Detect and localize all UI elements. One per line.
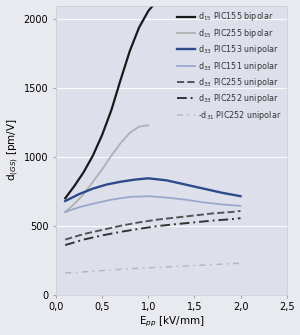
d$_{33}$ PIC252 unipolar xyxy=(193,220,196,224)
d$_{33}$ PIC252 unipolar xyxy=(156,224,159,228)
d$_{33}$ PIC255 unipolar xyxy=(230,210,233,214)
d$_{33}$ PIC153 unipolar xyxy=(183,183,187,187)
d$_{33}$ PIC255 unipolar xyxy=(82,232,85,236)
d$_{33}$ PIC153 unipolar xyxy=(146,176,150,180)
d$_{33}$ PIC252 unipolar xyxy=(82,238,85,242)
Line: -d$_{31}$ PIC252 unipolar: -d$_{31}$ PIC252 unipolar xyxy=(65,263,241,273)
Line: d$_{33}$ PIC151 unipolar: d$_{33}$ PIC151 unipolar xyxy=(65,196,241,212)
Legend: d$_{15}$ PIC155 bipolar, d$_{15}$ PIC255 bipolar, d$_{33}$ PIC153 unipolar, d$_{: d$_{15}$ PIC155 bipolar, d$_{15}$ PIC255… xyxy=(175,8,284,124)
Y-axis label: d$_{(GS)}$ [pm/V]: d$_{(GS)}$ [pm/V] xyxy=(6,119,21,182)
d$_{33}$ PIC252 unipolar xyxy=(119,230,122,234)
-d$_{31}$ PIC252 unipolar xyxy=(100,269,104,273)
d$_{33}$ PIC151 unipolar xyxy=(183,198,187,202)
-d$_{31}$ PIC252 unipolar xyxy=(183,264,187,268)
d$_{33}$ PIC255 unipolar xyxy=(239,209,242,213)
d$_{33}$ PIC255 unipolar xyxy=(100,228,104,232)
d$_{33}$ PIC151 unipolar xyxy=(91,202,95,206)
Line: d$_{15}$ PIC255 bipolar: d$_{15}$ PIC255 bipolar xyxy=(65,125,148,212)
d$_{33}$ PIC153 unipolar xyxy=(105,183,109,187)
d$_{33}$ PIC252 unipolar xyxy=(174,222,178,226)
-d$_{31}$ PIC252 unipolar xyxy=(63,271,67,275)
d$_{33}$ PIC255 unipolar xyxy=(174,215,178,219)
-d$_{31}$ PIC252 unipolar xyxy=(211,263,214,267)
d$_{15}$ PIC155 bipolar xyxy=(146,9,150,13)
d$_{15}$ PIC255 bipolar xyxy=(73,202,76,206)
-d$_{31}$ PIC252 unipolar xyxy=(128,267,132,271)
d$_{15}$ PIC155 bipolar xyxy=(119,78,122,82)
d$_{15}$ PIC155 bipolar xyxy=(82,170,85,174)
d$_{33}$ PIC153 unipolar xyxy=(220,191,224,195)
d$_{15}$ PIC255 bipolar xyxy=(110,153,113,157)
d$_{15}$ PIC255 bipolar xyxy=(137,125,141,129)
-d$_{31}$ PIC252 unipolar xyxy=(156,265,159,269)
-d$_{31}$ PIC252 unipolar xyxy=(239,261,242,265)
d$_{15}$ PIC155 bipolar xyxy=(91,153,95,157)
d$_{33}$ PIC252 unipolar xyxy=(239,216,242,220)
-d$_{31}$ PIC252 unipolar xyxy=(82,270,85,274)
d$_{15}$ PIC155 bipolar xyxy=(128,49,132,53)
d$_{33}$ PIC153 unipolar xyxy=(133,178,136,182)
d$_{33}$ PIC151 unipolar xyxy=(63,210,67,214)
d$_{33}$ PIC255 unipolar xyxy=(63,238,67,242)
d$_{33}$ PIC153 unipolar xyxy=(202,187,206,191)
d$_{33}$ PIC255 unipolar xyxy=(193,213,196,217)
d$_{15}$ PIC255 bipolar xyxy=(100,168,104,172)
d$_{15}$ PIC155 bipolar xyxy=(151,4,155,8)
d$_{15}$ PIC155 bipolar xyxy=(63,196,67,200)
d$_{33}$ PIC153 unipolar xyxy=(119,180,122,184)
d$_{33}$ PIC255 unipolar xyxy=(211,211,214,215)
d$_{15}$ PIC255 bipolar xyxy=(82,192,85,196)
d$_{15}$ PIC255 bipolar xyxy=(119,141,122,145)
d$_{33}$ PIC255 unipolar xyxy=(137,220,141,224)
d$_{33}$ PIC255 unipolar xyxy=(119,224,122,228)
d$_{15}$ PIC155 bipolar xyxy=(100,133,104,137)
d$_{15}$ PIC255 bipolar xyxy=(63,210,67,214)
Line: d$_{15}$ PIC155 bipolar: d$_{15}$ PIC155 bipolar xyxy=(65,6,153,198)
d$_{33}$ PIC153 unipolar xyxy=(165,178,169,182)
d$_{15}$ PIC255 bipolar xyxy=(146,123,150,127)
Line: d$_{33}$ PIC255 unipolar: d$_{33}$ PIC255 unipolar xyxy=(65,211,241,240)
d$_{33}$ PIC151 unipolar xyxy=(77,205,81,209)
Line: d$_{33}$ PIC252 unipolar: d$_{33}$ PIC252 unipolar xyxy=(65,218,241,245)
d$_{33}$ PIC252 unipolar xyxy=(63,243,67,247)
d$_{33}$ PIC153 unipolar xyxy=(77,192,81,196)
d$_{33}$ PIC153 unipolar xyxy=(91,187,95,191)
Line: d$_{33}$ PIC153 unipolar: d$_{33}$ PIC153 unipolar xyxy=(65,178,241,201)
d$_{33}$ PIC151 unipolar xyxy=(220,202,224,206)
d$_{33}$ PIC252 unipolar xyxy=(211,218,214,222)
d$_{33}$ PIC153 unipolar xyxy=(239,194,242,198)
d$_{15}$ PIC155 bipolar xyxy=(110,108,113,112)
d$_{33}$ PIC252 unipolar xyxy=(137,227,141,231)
d$_{33}$ PIC252 unipolar xyxy=(100,233,104,238)
d$_{33}$ PIC151 unipolar xyxy=(239,204,242,208)
X-axis label: E$_{pp}$ [kV/mm]: E$_{pp}$ [kV/mm] xyxy=(139,315,204,329)
d$_{33}$ PIC153 unipolar xyxy=(63,199,67,203)
d$_{33}$ PIC252 unipolar xyxy=(230,217,233,221)
d$_{33}$ PIC151 unipolar xyxy=(128,195,132,199)
d$_{33}$ PIC151 unipolar xyxy=(146,194,150,198)
d$_{15}$ PIC255 bipolar xyxy=(91,180,95,184)
d$_{33}$ PIC255 unipolar xyxy=(156,218,159,222)
d$_{15}$ PIC155 bipolar xyxy=(137,25,141,29)
d$_{15}$ PIC155 bipolar xyxy=(73,184,76,188)
d$_{33}$ PIC151 unipolar xyxy=(165,196,169,200)
d$_{33}$ PIC151 unipolar xyxy=(110,198,113,202)
d$_{15}$ PIC255 bipolar xyxy=(128,131,132,135)
d$_{33}$ PIC151 unipolar xyxy=(202,200,206,204)
